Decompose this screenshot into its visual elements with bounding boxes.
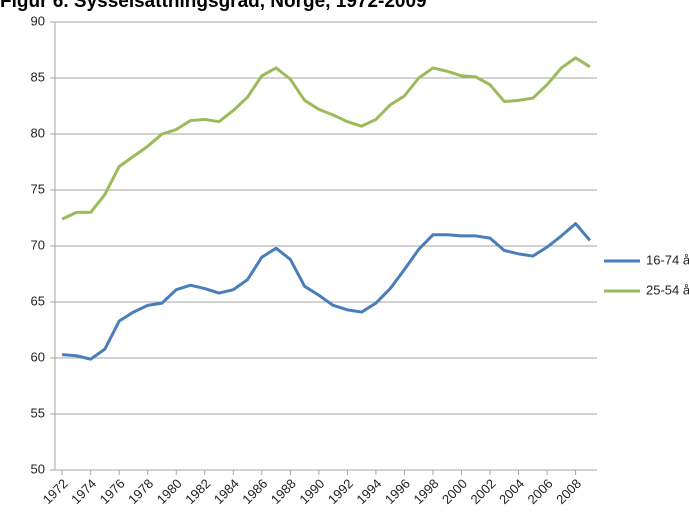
y-tick-label: 55 <box>31 405 45 420</box>
y-tick-label: 70 <box>31 237 45 252</box>
x-tick-label: 2008 <box>553 476 584 507</box>
legend-label: 16-74 år <box>646 252 689 267</box>
y-tick-label: 60 <box>31 349 45 364</box>
line <box>61 56 591 221</box>
x-tick-label: 1980 <box>154 476 185 507</box>
y-tick-label: 90 <box>31 13 45 28</box>
x-tick-label: 1986 <box>239 476 270 507</box>
x-tick-label: 1996 <box>382 476 413 507</box>
chart-title: Figur 6. Sysselsättningsgrad, Norge, 197… <box>0 0 427 12</box>
x-tick-label: 2002 <box>468 476 499 507</box>
y-tick-label: 85 <box>31 69 45 84</box>
x-tick-label: 1994 <box>353 476 384 507</box>
x-tick-label: 2004 <box>496 476 527 507</box>
y-tick-label: 80 <box>31 125 45 140</box>
x-tick-label: 1978 <box>125 476 156 507</box>
x-tick-label: 1988 <box>268 476 299 507</box>
x-tick-label: 1972 <box>40 476 71 507</box>
x-tick-label: 1990 <box>296 476 327 507</box>
y-tick-label: 75 <box>31 181 45 196</box>
x-tick-label: 1992 <box>325 476 356 507</box>
x-tick-label: 1998 <box>410 476 441 507</box>
y-tick-label: 65 <box>31 293 45 308</box>
x-tick-label: 1982 <box>182 476 213 507</box>
y-tick-label: 50 <box>31 461 45 476</box>
x-tick-label: 1976 <box>97 476 128 507</box>
x-tick-label: 2006 <box>525 476 556 507</box>
x-tick-label: 2000 <box>439 476 470 507</box>
x-tick-label: 1984 <box>211 476 242 507</box>
line <box>62 222 592 361</box>
x-tick-label: 1974 <box>68 476 99 507</box>
legend-label: 25-54 år <box>646 282 689 297</box>
